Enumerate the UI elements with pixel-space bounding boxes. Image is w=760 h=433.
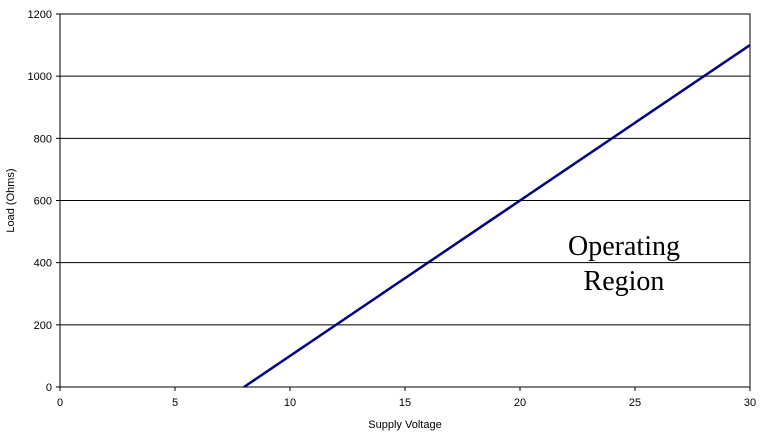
y-tick-label-600: 600 — [34, 196, 52, 208]
series-group — [243, 44, 751, 389]
x-tick-label-5: 5 — [172, 397, 178, 409]
x-tick-label-20: 20 — [514, 397, 526, 409]
x-axis-title: Supply Voltage — [368, 419, 441, 431]
x-axis-ticks: 0 5 10 15 20 25 30 — [57, 387, 756, 409]
series-line-0 — [243, 44, 751, 389]
gridlines — [60, 75, 750, 326]
y-tick-label-200: 200 — [34, 320, 52, 332]
y-tick-label-800: 800 — [34, 133, 52, 145]
operating-region-label-line1: Operating — [568, 231, 680, 262]
y-axis-ticks: 0 200 400 600 800 1000 1200 — [28, 9, 60, 394]
x-tick-label-15: 15 — [399, 397, 411, 409]
y-tick-label-400: 400 — [34, 258, 52, 270]
x-tick-label-0: 0 — [57, 397, 63, 409]
operating-region-label-line2: Region — [584, 266, 665, 297]
x-tick-label-25: 25 — [629, 397, 641, 409]
x-tick-label-10: 10 — [284, 397, 296, 409]
x-tick-label-30: 30 — [744, 397, 756, 409]
y-axis-title: Load (Ohms) — [5, 168, 17, 232]
y-tick-label-1200: 1200 — [28, 9, 52, 21]
y-tick-label-1000: 1000 — [28, 71, 52, 83]
y-tick-label-0: 0 — [46, 382, 52, 394]
